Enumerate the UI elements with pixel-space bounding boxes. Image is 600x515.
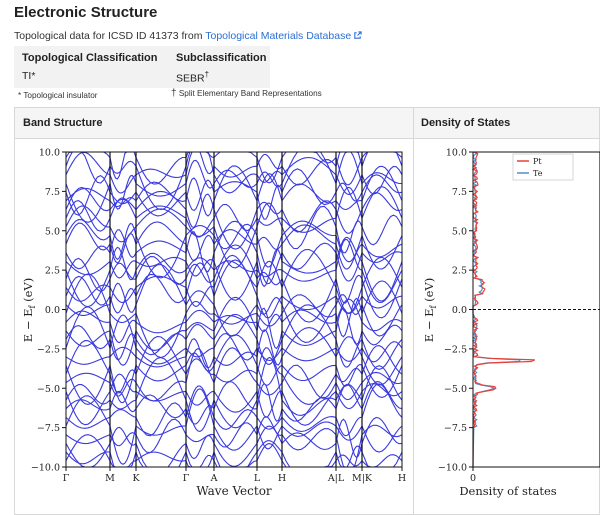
external-link-icon xyxy=(354,31,362,39)
dos-y-tick-label: 5.0 xyxy=(452,226,467,237)
band-y-tick-label: −5.0 xyxy=(37,384,60,395)
band-line xyxy=(65,383,403,437)
band-y-tick-label: 0.0 xyxy=(45,305,60,316)
classification-table: Topological Classification Subclassifica… xyxy=(14,46,270,88)
band-line xyxy=(65,220,403,285)
dos-y-axis-label: E − Ef (eV) xyxy=(422,278,438,342)
band-line xyxy=(65,186,403,238)
kpoint-label: Γ xyxy=(63,473,70,484)
band-line xyxy=(65,373,403,426)
dos-y-tick-label: 10.0 xyxy=(446,148,467,159)
topological-classification-value: TI* xyxy=(22,70,36,82)
panel-divider xyxy=(413,108,414,514)
dos-y-tick-label: 0.0 xyxy=(452,305,467,316)
band-y-tick-label: 5.0 xyxy=(45,226,60,237)
band-line xyxy=(65,335,403,405)
dos-y-tick-label: 2.5 xyxy=(452,266,467,277)
subclassification-value: SEBR† xyxy=(176,70,210,85)
band-y-ticks: 10.0 7.5 5.0 2.5 0.0 −2.5 −5.0 −7.5 −10.0 xyxy=(31,148,66,474)
band-line xyxy=(65,202,403,269)
band-line xyxy=(65,273,403,359)
dos-y-tick-label: 7.5 xyxy=(452,187,467,198)
kpoint-lines xyxy=(109,152,363,467)
band-line xyxy=(65,356,403,432)
topological-classification-header: Topological Classification xyxy=(22,52,158,64)
band-line xyxy=(65,244,403,323)
dos-lines xyxy=(471,151,536,468)
panel-header: Band Structure Density of States xyxy=(15,108,599,139)
dos-pt-line xyxy=(471,151,536,468)
band-y-tick-label: 2.5 xyxy=(45,266,60,277)
band-y-tick-label: −10.0 xyxy=(31,463,60,474)
band-line xyxy=(65,298,403,344)
footnote-ti: * Topological insulator xyxy=(18,91,98,100)
band-line xyxy=(65,416,403,468)
band-structure-title: Band Structure xyxy=(23,117,103,129)
kpoint-label: H xyxy=(398,473,406,484)
band-line xyxy=(65,304,403,370)
band-line xyxy=(65,263,403,343)
band-line xyxy=(65,238,403,308)
band-line xyxy=(65,151,403,186)
band-y-tick-label: −2.5 xyxy=(37,344,60,355)
page-title: Electronic Structure xyxy=(14,4,158,21)
band-y-axis-label: E − Ef (eV) xyxy=(21,278,37,342)
band-line xyxy=(65,388,403,465)
band-lines xyxy=(65,151,403,468)
source-line: Topological data for ICSD ID 41373 from … xyxy=(14,30,362,42)
dos-y-tick-label: −5.0 xyxy=(444,384,467,395)
kpoint-label: M|K xyxy=(352,473,373,484)
dos-chart: 10.0 7.5 5.0 2.5 0.0 −2.5 −5.0 −7.5 −10.0 0 Dens… xyxy=(422,148,600,498)
subclassification-header: Subclassification xyxy=(176,52,267,64)
band-line xyxy=(65,236,403,302)
kpoint-label: A|L xyxy=(327,473,345,484)
dos-y-tick-label: −10.0 xyxy=(438,463,467,474)
band-line xyxy=(65,306,403,365)
kpoint-label: A xyxy=(210,473,218,484)
legend-te-label: Te xyxy=(533,169,543,178)
band-line xyxy=(65,168,403,220)
kpoint-label: H xyxy=(278,473,286,484)
band-y-tick-label: −7.5 xyxy=(37,423,60,434)
band-x-axis-label: Wave Vector xyxy=(196,484,272,498)
band-line xyxy=(65,151,403,196)
dos-x-axis-label: Density of states xyxy=(459,484,556,498)
band-line xyxy=(65,296,403,366)
legend-pt-label: Pt xyxy=(533,157,542,166)
dos-y-tick-label: −2.5 xyxy=(444,344,467,355)
source-prefix: Topological data for ICSD ID 41373 from xyxy=(14,30,203,42)
dos-title: Density of States xyxy=(421,117,511,129)
kpoint-label: K xyxy=(132,473,140,484)
band-x-ticks: Γ M K Γ A L H A|L M|K H xyxy=(63,467,406,484)
band-structure-chart: 10.0 7.5 5.0 2.5 0.0 −2.5 −5.0 −7.5 −10.0 Γ M K Γ A L… xyxy=(21,148,406,499)
band-line xyxy=(65,151,402,223)
band-line xyxy=(65,248,403,314)
band-line xyxy=(65,381,403,425)
kpoint-label: L xyxy=(254,473,261,484)
dos-x-tick-label: 0 xyxy=(470,473,476,484)
kpoint-label: M xyxy=(105,473,115,484)
dos-y-tick-label: −7.5 xyxy=(444,423,467,434)
source-link[interactable]: Topological Materials Database xyxy=(205,30,362,42)
band-line xyxy=(65,165,403,217)
dos-x-ticks: 0 xyxy=(470,467,476,484)
footnote-sebr: † Split Elementary Band Representations xyxy=(171,88,322,99)
band-line xyxy=(65,347,403,402)
band-line xyxy=(65,327,403,386)
kpoint-label: Γ xyxy=(183,473,190,484)
electronic-structure-panel: Band Structure Density of States xyxy=(14,107,600,515)
band-line xyxy=(65,334,403,405)
band-line xyxy=(65,219,403,279)
dos-y-ticks: 10.0 7.5 5.0 2.5 0.0 −2.5 −5.0 −7.5 −10.0 xyxy=(438,148,473,474)
band-y-tick-label: 7.5 xyxy=(45,187,60,198)
dos-te-line xyxy=(471,151,521,468)
band-line xyxy=(65,221,403,270)
dos-legend: Pt Te xyxy=(512,153,574,181)
band-y-tick-label: 10.0 xyxy=(39,148,60,159)
